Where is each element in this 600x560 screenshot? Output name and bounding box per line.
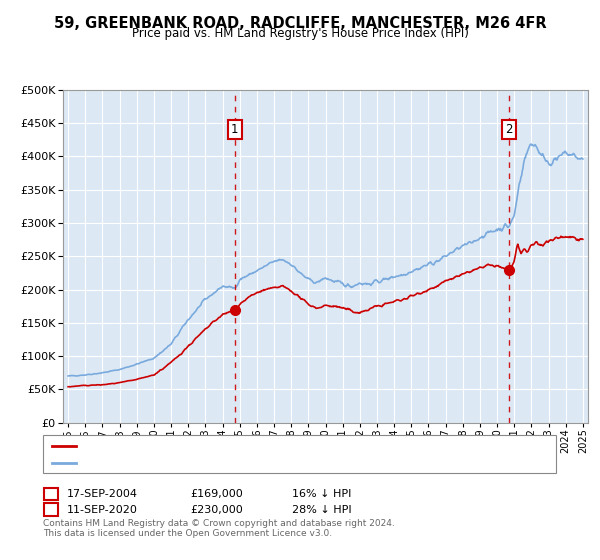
Text: 59, GREENBANK ROAD, RADCLIFFE, MANCHESTER, M26 4FR (detached house): 59, GREENBANK ROAD, RADCLIFFE, MANCHESTE… (81, 441, 471, 451)
Text: Contains HM Land Registry data © Crown copyright and database right 2024.: Contains HM Land Registry data © Crown c… (43, 520, 395, 529)
Text: 28% ↓ HPI: 28% ↓ HPI (292, 505, 352, 515)
Text: HPI: Average price, detached house, Bury: HPI: Average price, detached house, Bury (81, 458, 289, 468)
Text: 2: 2 (47, 505, 55, 515)
Text: 16% ↓ HPI: 16% ↓ HPI (292, 489, 352, 499)
Text: 17-SEP-2004: 17-SEP-2004 (67, 489, 138, 499)
Text: 11-SEP-2020: 11-SEP-2020 (67, 505, 138, 515)
Text: £230,000: £230,000 (190, 505, 243, 515)
Text: 1: 1 (231, 123, 239, 136)
Text: 2: 2 (505, 123, 513, 136)
Text: This data is licensed under the Open Government Licence v3.0.: This data is licensed under the Open Gov… (43, 530, 332, 539)
Text: Price paid vs. HM Land Registry's House Price Index (HPI): Price paid vs. HM Land Registry's House … (131, 27, 469, 40)
Text: 59, GREENBANK ROAD, RADCLIFFE, MANCHESTER, M26 4FR: 59, GREENBANK ROAD, RADCLIFFE, MANCHESTE… (53, 16, 547, 31)
Text: 1: 1 (47, 489, 55, 499)
Text: £169,000: £169,000 (190, 489, 243, 499)
